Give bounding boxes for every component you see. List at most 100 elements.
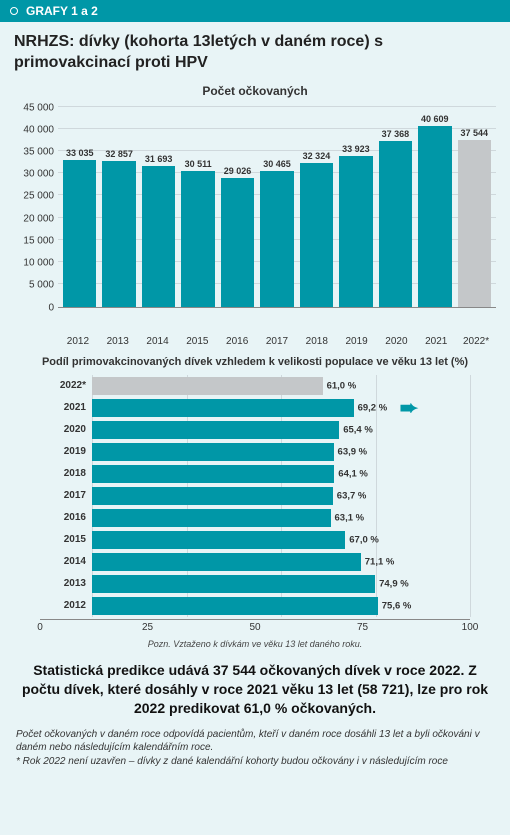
hbar-track: 71,1 % xyxy=(92,551,470,573)
hbar-rect xyxy=(92,399,354,417)
hbar-track: 69,2 %➨ xyxy=(92,397,470,419)
hbar-xtick: 25 xyxy=(142,622,153,633)
hbar-value-label: 61,0 % xyxy=(327,380,357,391)
bar-chart-ytick: 10 000 xyxy=(23,258,54,269)
bar-chart-xtick: 2019 xyxy=(337,332,377,347)
bar-chart-ytick: 40 000 xyxy=(23,124,54,135)
footnote-1: Počet očkovaných v daném roce odpovídá p… xyxy=(16,728,494,755)
bar-chart-area: 33 035 32 857 31 693 30 511 29 026 30 465 32 3… xyxy=(58,108,496,308)
bar-value-label: 33 035 xyxy=(66,148,94,158)
hbar-track: 61,0 % xyxy=(92,375,470,397)
bar-chart-ytick: 45 000 xyxy=(23,102,54,113)
bar: 30 511 xyxy=(178,159,217,307)
hbar-rect xyxy=(92,531,345,549)
bar-chart-plot: 05 00010 00015 00020 00025 00030 00035 0… xyxy=(14,102,496,332)
hbar-value-label: 63,1 % xyxy=(335,512,365,523)
bar: 33 923 xyxy=(336,144,375,307)
bar-rect xyxy=(102,161,135,307)
bar-rect xyxy=(221,178,254,307)
hbar-category-label: 2015 xyxy=(40,534,92,545)
bar-value-label: 31 693 xyxy=(145,154,173,164)
hbar-category-label: 2018 xyxy=(40,468,92,479)
hbar-xtick: 100 xyxy=(462,622,479,633)
bar-rect xyxy=(418,126,451,306)
bar-value-label: 40 609 xyxy=(421,114,449,124)
hbar-row: 2022* 61,0 % xyxy=(40,375,470,397)
bar-value-label: 32 324 xyxy=(303,151,331,161)
hbar-category-label: 2021 xyxy=(40,402,92,413)
bar-rect xyxy=(260,171,293,306)
bar-chart-title: Počet očkovaných xyxy=(14,84,496,98)
hbar-rect xyxy=(92,509,331,527)
bar-rect xyxy=(458,140,491,307)
hbar-category-label: 2020 xyxy=(40,424,92,435)
bar-rect xyxy=(339,156,372,307)
bar-chart-ytick: 35 000 xyxy=(23,147,54,158)
hbar-xtick: 50 xyxy=(249,622,260,633)
bar-rect xyxy=(181,171,214,307)
bar-chart-ytick: 20 000 xyxy=(23,213,54,224)
hbar-xtick: 75 xyxy=(357,622,368,633)
hbar-value-label: 63,7 % xyxy=(337,490,367,501)
hbar-category-label: 2017 xyxy=(40,490,92,501)
bar-value-label: 30 511 xyxy=(185,159,212,169)
footnote-2: * Rok 2022 není uzavřen – dívky z dané k… xyxy=(16,755,494,769)
bar: 37 368 xyxy=(376,129,415,307)
bar-chart-ytick: 0 xyxy=(48,302,54,313)
bar-chart-yaxis: 05 00010 00015 00020 00025 00030 00035 0… xyxy=(14,108,58,308)
hbar-rect xyxy=(92,465,334,483)
bar-chart-xtick: 2021 xyxy=(416,332,456,347)
hbar-value-label: 65,4 % xyxy=(343,424,373,435)
bar-value-label: 33 923 xyxy=(342,144,370,154)
bar-chart-xtick: 2018 xyxy=(297,332,337,347)
bar-chart-xtick: 2012 xyxy=(58,332,98,347)
hbar-chart-note: Pozn. Vztaženo k dívkám ve věku 13 let d… xyxy=(40,639,470,649)
hbar-track: 65,4 % xyxy=(92,419,470,441)
bar: 37 544 xyxy=(455,128,494,307)
hbar-value-label: 71,1 % xyxy=(365,556,395,567)
hbar-track: 63,1 % xyxy=(92,507,470,529)
bar-chart-xtick: 2014 xyxy=(138,332,178,347)
hbar-category-label: 2012 xyxy=(40,600,92,611)
hbar-row: 201963,9 % xyxy=(40,441,470,463)
bar: 31 693 xyxy=(139,154,178,307)
main-title: NRHZS: dívky (kohorta 13letých v daném r… xyxy=(0,22,510,78)
hbar-row: 201864,1 % xyxy=(40,463,470,485)
hbar-chart: Podíl primovakcinovaných dívek vzhledem … xyxy=(0,351,510,651)
hbar-value-label: 75,6 % xyxy=(382,600,412,611)
bar: 30 465 xyxy=(257,159,296,306)
hbar-value-label: 63,9 % xyxy=(338,446,368,457)
hbar-category-label: 2014 xyxy=(40,556,92,567)
hbar-rect xyxy=(92,443,334,461)
header-bar: GRAFY 1 a 2 xyxy=(0,0,510,22)
hbar-category-label: 2013 xyxy=(40,578,92,589)
hbar-value-label: 67,0 % xyxy=(349,534,379,545)
hbar-category-label: 2022* xyxy=(40,380,92,391)
bar-chart-xaxis: 2012201320142015201620172018201920202021… xyxy=(14,332,496,347)
hbar-row: 2012 75,6 % xyxy=(40,595,470,617)
bar-value-label: 37 368 xyxy=(382,129,410,139)
bar-chart-xtick: 2016 xyxy=(217,332,257,347)
bar: 32 324 xyxy=(297,151,336,307)
bar: 40 609 xyxy=(415,114,454,306)
hbar-chart-title: Podíl primovakcinovaných dívek vzhledem … xyxy=(40,355,470,369)
bar-value-label: 29 026 xyxy=(224,166,252,176)
hbar-track: 64,1 % xyxy=(92,463,470,485)
hbar-track: 63,9 % xyxy=(92,441,470,463)
bar-chart-xtick: 2015 xyxy=(177,332,217,347)
arrow-icon: ➨ xyxy=(400,395,418,421)
hbar-track: 67,0 % xyxy=(92,529,470,551)
hbar-xtick: 0 xyxy=(37,622,43,633)
hbar-row: 2020 65,4 % xyxy=(40,419,470,441)
bar-chart-xtick: 2020 xyxy=(377,332,417,347)
hbar-rect xyxy=(92,597,378,615)
bar: 29 026 xyxy=(218,166,257,307)
bar-chart-ytick: 25 000 xyxy=(23,191,54,202)
bar: 33 035 xyxy=(60,148,99,307)
bar-value-label: 30 465 xyxy=(263,159,291,169)
prediction-text: Statistická predikce udává 37 544 očkova… xyxy=(0,651,510,726)
bar-rect xyxy=(300,163,333,307)
hbar-row: 2014 71,1 % xyxy=(40,551,470,573)
bar-chart-xtick: 2022* xyxy=(456,332,496,347)
bar: 32 857 xyxy=(99,149,138,307)
